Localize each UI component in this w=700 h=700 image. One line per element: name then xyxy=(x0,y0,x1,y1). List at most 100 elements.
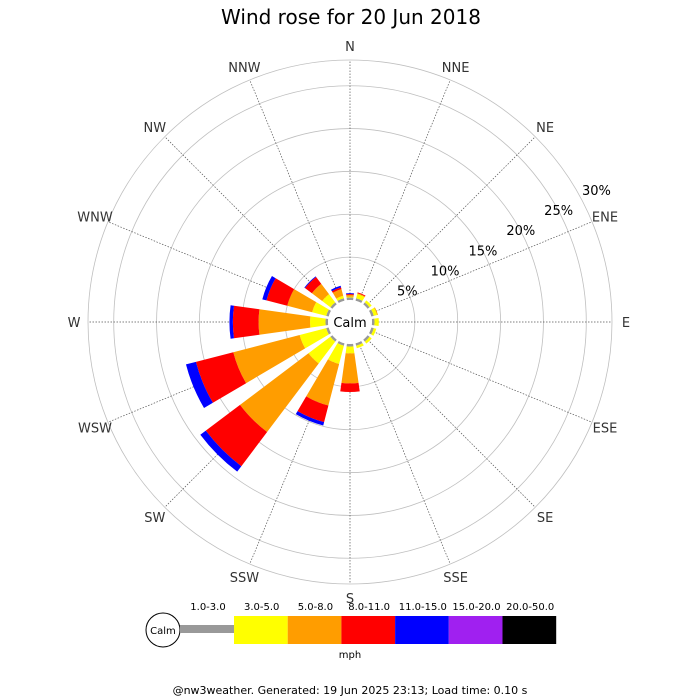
direction-label-nnw: NNW xyxy=(228,61,260,76)
wedge-ne-bin-0 xyxy=(363,302,370,309)
wedge-n-bin-3 xyxy=(346,293,354,296)
wedge-wnw-bin-0 xyxy=(326,309,332,317)
wedge-nnw-bin-4 xyxy=(331,285,342,292)
legend-unit: mph xyxy=(339,650,361,661)
wedge-s-bin-3 xyxy=(340,382,360,392)
wedges xyxy=(185,276,379,472)
wedge-w-bin-1 xyxy=(310,316,326,328)
wedge-wsw-bin-2 xyxy=(233,335,306,384)
spoke-sse xyxy=(358,342,451,565)
ring-label-15pct: 15% xyxy=(468,244,497,259)
direction-label-sw: SW xyxy=(144,511,165,526)
wedge-ese-bin-1 xyxy=(371,328,377,336)
wedge-ssw-bin-0 xyxy=(337,340,345,346)
wedge-sw-bin-2 xyxy=(240,353,319,432)
wedge-wnw-bin-3 xyxy=(266,278,295,306)
legend-label-bin-2: 5.0-8.0 xyxy=(298,602,333,613)
wedge-s-bin-1 xyxy=(345,346,355,354)
wedge-sse-bin-1 xyxy=(356,343,364,349)
ring-label-5pct: 5% xyxy=(397,285,418,300)
legend-swatch-bin-0 xyxy=(180,625,234,633)
wedge-wsw-bin-3 xyxy=(195,352,247,403)
wedge-wnw-bin-2 xyxy=(287,289,317,313)
direction-label-nne: NNE xyxy=(442,61,470,76)
wedge-wsw-bin-1 xyxy=(299,328,329,349)
direction-label-ssw: SSW xyxy=(230,571,260,586)
wedge-ssw-bin-3 xyxy=(297,396,329,423)
wedge-nne-bin-0 xyxy=(355,298,363,304)
wedge-w-bin-0 xyxy=(325,318,329,326)
direction-labels: N NNE NE ENE E ESE SE SSE S SSW SW WSW W WNW NW NNW xyxy=(68,40,631,607)
wedge-n-bin-4 xyxy=(345,293,355,295)
direction-label-wsw: WSW xyxy=(78,422,112,437)
wedge-n-bin-0 xyxy=(346,297,354,301)
wedge-nw-bin-4 xyxy=(304,276,317,289)
wedge-ene-bin-0 xyxy=(368,309,374,317)
wedge-sw-bin-0 xyxy=(330,335,337,342)
wedge-s-bin-2 xyxy=(341,353,359,384)
wedge-nnw-bin-0 xyxy=(337,298,345,304)
wedge-e-bin-0 xyxy=(371,318,375,326)
wedge-ne-bin-1 xyxy=(364,300,372,308)
legend-label-bin-1: 3.0-5.0 xyxy=(244,602,279,613)
footer-text: @nw3weather. Generated: 19 Jun 2025 23:1… xyxy=(173,684,528,697)
wedge-nw-bin-0 xyxy=(330,302,337,309)
ring-label-10pct: 10% xyxy=(431,264,460,279)
legend-swatch-bin-1 xyxy=(234,616,288,644)
wedge-w-bin-2 xyxy=(258,309,311,335)
wedge-nne-bin-1 xyxy=(356,294,365,301)
ring-label-20pct: 20% xyxy=(506,224,535,239)
wedge-n-bin-1 xyxy=(346,296,354,298)
chart-title: Wind rose for 20 Jun 2018 xyxy=(221,5,481,29)
wedge-wnw-bin-4 xyxy=(262,276,276,301)
calm-label: Calm xyxy=(333,316,366,331)
spoke-nnw xyxy=(249,79,342,302)
direction-label-sse: SSE xyxy=(443,571,468,586)
wedge-w-bin-3 xyxy=(232,305,260,339)
wedge-ssw-bin-2 xyxy=(306,359,340,406)
wedge-nne-bin-3 xyxy=(357,292,366,297)
spoke-se xyxy=(365,337,536,508)
direction-label-ene: ENE xyxy=(592,210,618,225)
wedge-sw-bin-3 xyxy=(205,404,268,467)
wedge-ene-bin-2 xyxy=(374,307,378,315)
wedge-ssw-bin-1 xyxy=(327,343,344,365)
direction-label-w: W xyxy=(68,316,81,331)
legend-swatch-bin-4 xyxy=(395,616,449,644)
spoke-nne xyxy=(358,79,451,302)
wedge-nnw-bin-2 xyxy=(332,289,344,299)
wedge-ese-bin-0 xyxy=(368,327,374,335)
direction-label-se: SE xyxy=(537,511,553,526)
wedge-w-bin-4 xyxy=(229,305,234,339)
wedge-se-bin-1 xyxy=(364,336,372,344)
legend-label-bin-6: 20.0-50.0 xyxy=(506,602,554,613)
legend-label-bin-0: 1.0-3.0 xyxy=(190,602,225,613)
direction-label-s: S xyxy=(346,592,354,607)
direction-label-ne: NE xyxy=(536,121,554,136)
wedge-wnw-bin-1 xyxy=(312,302,329,316)
direction-label-n: N xyxy=(345,40,355,55)
wedge-sw-bin-4 xyxy=(200,430,242,472)
wedge-se-bin-0 xyxy=(363,335,370,342)
legend-label-bin-4: 11.0-15.0 xyxy=(399,602,447,613)
grid-ring-15pct xyxy=(199,171,501,473)
wedge-sse-bin-0 xyxy=(355,340,363,346)
wedge-e-bin-1 xyxy=(374,317,379,327)
ring-label-30pct: 30% xyxy=(582,184,611,199)
wedge-n-bin-2 xyxy=(346,294,354,297)
direction-label-wnw: WNW xyxy=(77,210,113,225)
wedge-wsw-bin-4 xyxy=(185,361,213,408)
legend-calm-label: Calm xyxy=(150,626,176,637)
wedge-wsw-bin-0 xyxy=(326,327,332,335)
ring-label-25pct: 25% xyxy=(544,204,573,219)
calm-circle: Calm xyxy=(328,300,372,344)
legend-swatch-bin-6 xyxy=(502,616,557,644)
legend: Calm mph 1.0-3.0 3.0-5.0 5.0-8.0 8.0-11.0 11… xyxy=(145,602,557,661)
wedge-nnw-bin-3 xyxy=(331,287,342,293)
spoke-ne xyxy=(365,136,536,307)
legend-swatch-bin-2 xyxy=(287,616,342,644)
spoke-nw xyxy=(164,136,335,307)
spoke-ese xyxy=(370,330,593,423)
wedge-nne-bin-2 xyxy=(357,293,366,298)
